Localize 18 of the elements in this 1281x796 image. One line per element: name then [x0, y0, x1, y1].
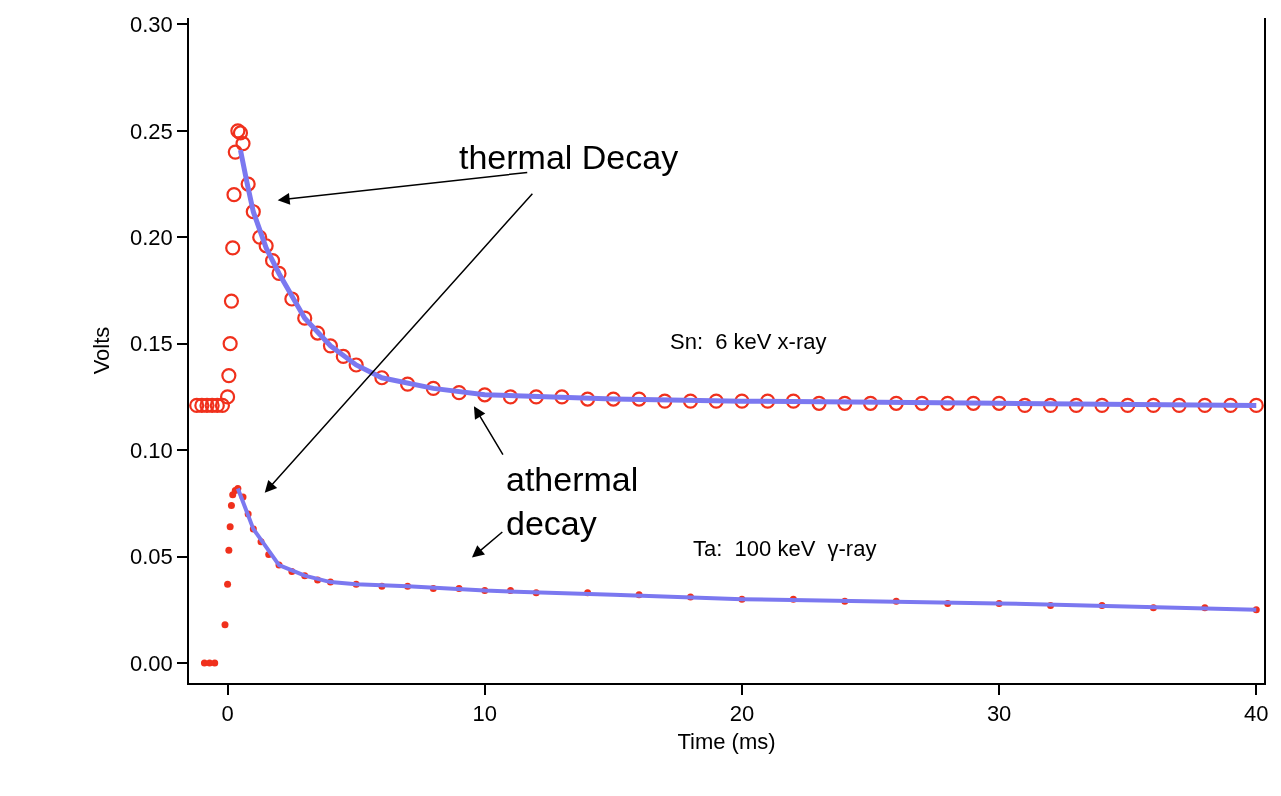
y-tick-label: 0.25 [130, 118, 173, 144]
y-tick-label: 0.00 [130, 650, 173, 676]
y-tick-label: 0.15 [130, 331, 173, 357]
y-tick-label: 0.30 [130, 12, 173, 38]
x-tick-label: 20 [729, 701, 755, 727]
x-tick-label: 40 [1244, 701, 1269, 727]
y-tick-label: 0.10 [130, 437, 173, 463]
annotation: Ta: 100 keV γ-ray [693, 536, 877, 561]
y-tick-label: 0.05 [130, 544, 173, 570]
y-tick-label: 0.20 [130, 224, 173, 250]
x-tick-label: 0 [221, 701, 234, 727]
x-tick-label: 10 [472, 701, 497, 727]
x-axis-title: Time (ms) [677, 728, 776, 754]
x-tick-label: 30 [986, 701, 1012, 727]
annotation: Sn: 6 keV x-ray [670, 329, 827, 354]
annotation: thermal Decay [459, 138, 679, 176]
annotation: athermal decay [506, 460, 639, 543]
y-axis-title: Volts [89, 326, 115, 375]
